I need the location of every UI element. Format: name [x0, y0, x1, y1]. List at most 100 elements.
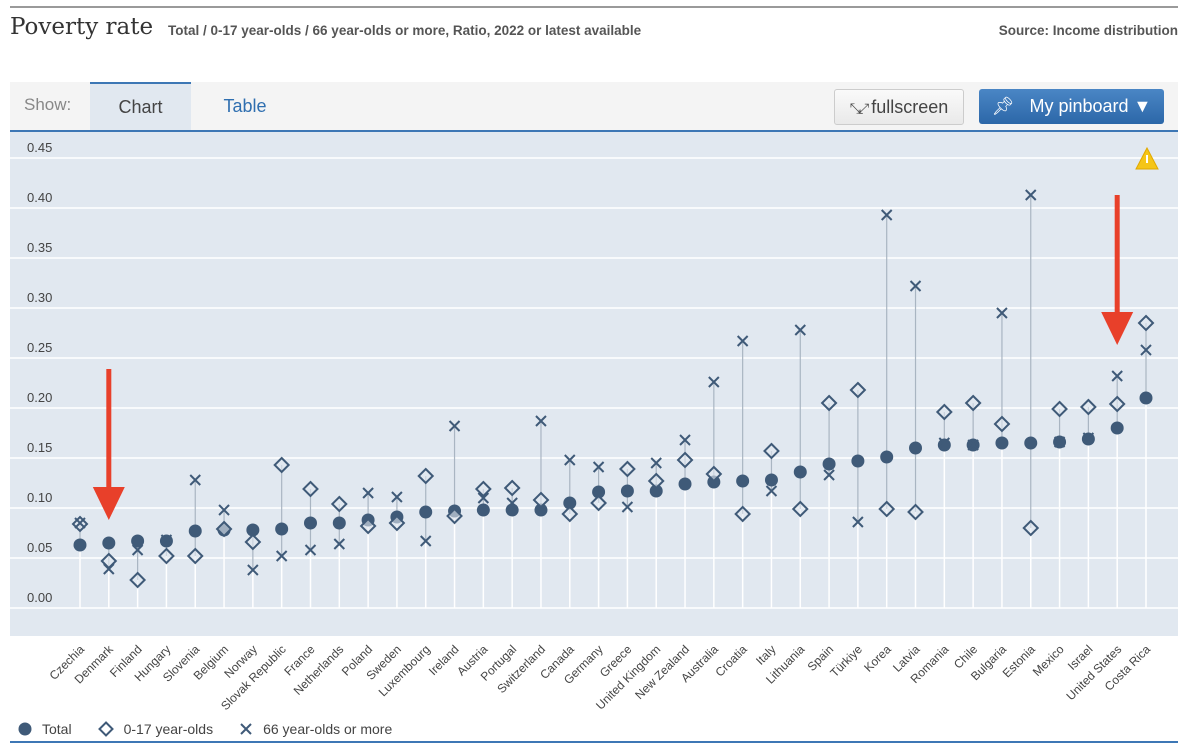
source-link[interactable]: Source: Income distribution — [998, 23, 1178, 38]
elderly-point — [679, 434, 691, 446]
y-tick-label: 0.15 — [27, 440, 52, 455]
elderly-point — [592, 461, 605, 473]
elderly-point — [621, 501, 634, 513]
pinboard-label: My pinboard ▼ — [1029, 96, 1152, 116]
united-states-arrow-icon — [1101, 312, 1134, 345]
children-point — [273, 456, 291, 474]
legend-item-total[interactable]: Total — [18, 721, 72, 737]
children-point — [186, 547, 204, 565]
total-point — [505, 503, 519, 517]
children-point — [763, 442, 780, 460]
total-point — [332, 516, 346, 530]
elderly-point — [275, 550, 288, 562]
total-point — [275, 522, 289, 536]
toolbar: Show: Chart Table ⤡⤢ fullscreen 📌︎ My pi… — [10, 82, 1178, 132]
total-point — [995, 436, 1009, 450]
total-point — [1024, 436, 1038, 450]
y-tick-label: 0.05 — [27, 540, 52, 555]
tab-chart[interactable]: Chart — [90, 82, 191, 130]
total-point — [102, 536, 116, 550]
elderly-point — [247, 564, 259, 576]
pinboard-button[interactable]: 📌︎ My pinboard ▼ — [979, 89, 1164, 124]
children-point — [618, 460, 636, 478]
children-point — [158, 547, 175, 565]
y-tick-label: 0.10 — [27, 490, 52, 505]
chart-subtitle: Total / 0-17 year-olds / 66 year-olds or… — [168, 23, 642, 38]
elderly-point — [708, 376, 720, 388]
children-point — [647, 472, 665, 490]
children-point — [532, 491, 550, 509]
elderly-point — [823, 469, 835, 481]
children-point — [1137, 314, 1155, 332]
total-point — [736, 474, 750, 488]
x-tick-label: Türkiye — [827, 642, 865, 680]
elderly-point — [794, 324, 806, 336]
total-point — [678, 477, 692, 491]
total-point — [649, 484, 663, 498]
elderly-point — [996, 307, 1008, 319]
children-point — [734, 505, 752, 523]
show-label: Show: — [24, 95, 72, 114]
elderly-point — [564, 454, 576, 466]
elderly-point — [1025, 189, 1037, 201]
total-point — [880, 450, 894, 464]
total-point — [534, 503, 548, 517]
elderly-point — [420, 535, 432, 547]
elderly-point — [765, 485, 778, 497]
elderly-point — [967, 439, 979, 451]
legend-item-children[interactable]: 0-17 year-olds — [97, 721, 213, 737]
total-point — [822, 457, 836, 471]
pin-icon: 📌︎ — [991, 96, 1015, 116]
elderly-point — [852, 516, 864, 528]
legend-label: Total — [42, 721, 72, 737]
total-point — [1139, 391, 1153, 405]
total-point — [764, 473, 778, 487]
total-point — [563, 496, 577, 510]
children-point — [1022, 519, 1040, 537]
elderly-point — [304, 544, 317, 556]
children-point — [820, 394, 838, 412]
children-point — [474, 480, 492, 498]
elderly-point — [1140, 344, 1152, 356]
legend-item-elderly[interactable]: 66 year-olds or more — [239, 721, 392, 737]
elderly-point — [448, 420, 461, 432]
elderly-point — [506, 497, 518, 509]
total-point — [620, 484, 634, 498]
children-point — [129, 571, 147, 589]
cross-marker-icon — [240, 723, 252, 735]
children-point — [705, 465, 723, 483]
elderly-point — [103, 563, 115, 575]
total-point — [73, 538, 87, 552]
fullscreen-button[interactable]: ⤡⤢ fullscreen — [834, 89, 964, 125]
children-point — [964, 394, 982, 412]
expand-arrows-icon: ⤡⤢ — [849, 100, 869, 116]
fullscreen-label: fullscreen — [871, 97, 949, 117]
children-point — [302, 480, 319, 498]
x-tick-label: Croatia — [713, 642, 750, 679]
elderly-point — [1111, 370, 1123, 382]
total-point — [476, 503, 490, 517]
children-point — [1051, 400, 1068, 418]
total-point — [592, 485, 606, 499]
children-point — [244, 533, 262, 551]
total-point — [131, 534, 145, 548]
elderly-point — [189, 474, 201, 486]
elderly-point — [650, 457, 662, 469]
x-tick-label: Estonia — [1000, 642, 1038, 680]
elderly-point — [880, 209, 893, 221]
y-tick-label: 0.00 — [27, 590, 52, 605]
children-point — [503, 479, 521, 497]
children-point — [590, 494, 608, 512]
total-point — [793, 465, 807, 479]
plot-area — [10, 132, 1178, 636]
total-point — [851, 454, 865, 468]
y-tick-label: 0.25 — [27, 340, 52, 355]
circle-marker-icon — [18, 722, 32, 736]
children-point — [359, 517, 377, 535]
y-tick-label: 0.30 — [27, 290, 52, 305]
elderly-point — [736, 335, 749, 347]
tab-table[interactable]: Table — [223, 96, 267, 116]
children-point — [100, 552, 118, 570]
denmark-arrow-icon — [92, 487, 125, 520]
